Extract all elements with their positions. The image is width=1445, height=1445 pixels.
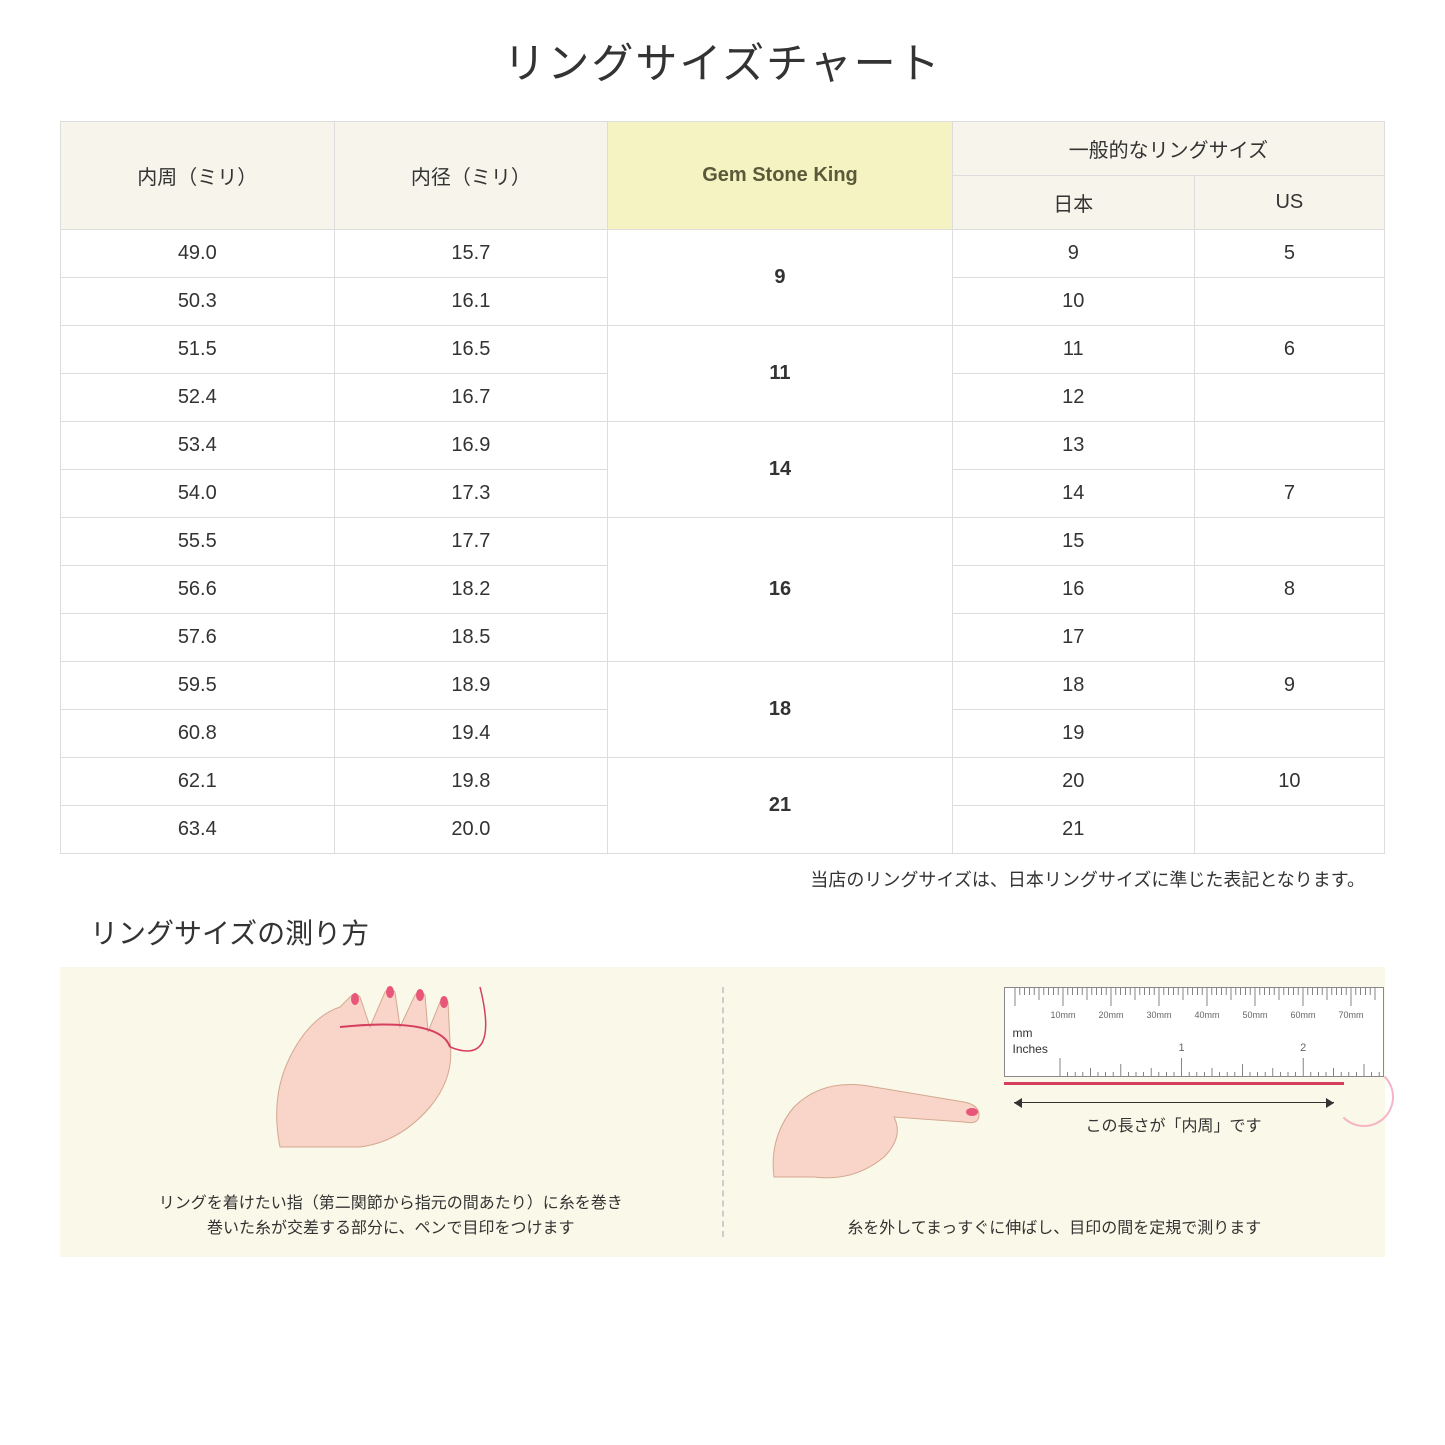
table-row: 55.517.71615: [61, 518, 1385, 566]
page-title: リングサイズチャート: [60, 30, 1385, 91]
cell-us: 7: [1194, 470, 1384, 518]
header-gsk: Gem Stone King: [608, 122, 953, 230]
cell-circumference: 52.4: [61, 374, 335, 422]
thread-line: [1004, 1082, 1344, 1085]
cell-circumference: 49.0: [61, 230, 335, 278]
cell-us: [1194, 518, 1384, 566]
svg-text:10mm: 10mm: [1050, 1010, 1075, 1020]
cell-japan: 11: [952, 326, 1194, 374]
svg-text:30mm: 30mm: [1146, 1010, 1171, 1020]
cell-japan: 16: [952, 566, 1194, 614]
cell-japan: 14: [952, 470, 1194, 518]
arrow-label: この長さが「内周」です: [1014, 1112, 1334, 1136]
cell-circumference: 53.4: [61, 422, 335, 470]
table-row: 53.416.91413: [61, 422, 1385, 470]
cell-us: 9: [1194, 662, 1384, 710]
cell-us: [1194, 806, 1384, 854]
cell-diameter: 17.7: [334, 518, 608, 566]
measure-arrow: [1014, 1102, 1334, 1103]
cell-us: [1194, 614, 1384, 662]
cell-japan: 10: [952, 278, 1194, 326]
cell-us: 5: [1194, 230, 1384, 278]
cell-japan: 13: [952, 422, 1194, 470]
cell-diameter: 16.1: [334, 278, 608, 326]
cell-diameter: 19.8: [334, 758, 608, 806]
cell-japan: 20: [952, 758, 1194, 806]
cell-diameter: 20.0: [334, 806, 608, 854]
size-chart-table: 内周（ミリ） 内径（ミリ） Gem Stone King 一般的なリングサイズ …: [60, 121, 1385, 854]
cell-gsk: 16: [608, 518, 953, 662]
svg-text:1: 1: [1178, 1042, 1184, 1054]
cell-circumference: 50.3: [61, 278, 335, 326]
howto-caption-left: リングを着けたい指（第二関節から指元の間あたり）に糸を巻き 巻いた糸が交差する部…: [60, 1191, 722, 1242]
cell-us: 10: [1194, 758, 1384, 806]
cell-us: [1194, 278, 1384, 326]
header-diameter: 内径（ミリ）: [334, 122, 608, 230]
ruler-label-mm: mm: [1013, 1026, 1033, 1040]
cell-japan: 18: [952, 662, 1194, 710]
hand-point-illustration: [764, 1047, 1004, 1187]
cell-japan: 21: [952, 806, 1194, 854]
howto-caption-right: 糸を外してまっすぐに伸ばし、目印の間を定規で測ります: [724, 1216, 1386, 1242]
cell-circumference: 51.5: [61, 326, 335, 374]
howto-panel-left: リングを着けたい指（第二関節から指元の間あたり）に糸を巻き 巻いた糸が交差する部…: [60, 967, 722, 1257]
table-row: 49.015.7995: [61, 230, 1385, 278]
svg-text:40mm: 40mm: [1194, 1010, 1219, 1020]
cell-us: 8: [1194, 566, 1384, 614]
cell-gsk: 14: [608, 422, 953, 518]
cell-circumference: 63.4: [61, 806, 335, 854]
cell-circumference: 57.6: [61, 614, 335, 662]
cell-us: [1194, 422, 1384, 470]
howto-panel-right: 10mm 20mm 30mm 40mm 50mm 60mm 70mm 1 2 mm Inches…: [724, 967, 1386, 1257]
cell-circumference: 62.1: [61, 758, 335, 806]
hand-wrap-illustration: [240, 977, 520, 1157]
svg-text:2: 2: [1300, 1042, 1306, 1054]
table-row: 51.516.511116: [61, 326, 1385, 374]
cell-diameter: 16.9: [334, 422, 608, 470]
table-row: 59.518.918189: [61, 662, 1385, 710]
cell-gsk: 9: [608, 230, 953, 326]
svg-text:70mm: 70mm: [1338, 1010, 1363, 1020]
cell-diameter: 15.7: [334, 230, 608, 278]
cell-diameter: 18.9: [334, 662, 608, 710]
table-note: 当店のリングサイズは、日本リングサイズに準じた表記となります。: [60, 866, 1385, 892]
header-circumference: 内周（ミリ）: [61, 122, 335, 230]
howto-title: リングサイズの測り方: [60, 912, 1385, 952]
cell-japan: 19: [952, 710, 1194, 758]
cell-diameter: 18.2: [334, 566, 608, 614]
header-japan: 日本: [952, 176, 1194, 230]
howto-section: リングを着けたい指（第二関節から指元の間あたり）に糸を巻き 巻いた糸が交差する部…: [60, 967, 1385, 1257]
cell-diameter: 18.5: [334, 614, 608, 662]
cell-us: [1194, 374, 1384, 422]
cell-circumference: 54.0: [61, 470, 335, 518]
cell-diameter: 19.4: [334, 710, 608, 758]
cell-diameter: 16.5: [334, 326, 608, 374]
cell-circumference: 59.5: [61, 662, 335, 710]
cell-gsk: 18: [608, 662, 953, 758]
svg-text:20mm: 20mm: [1098, 1010, 1123, 1020]
cell-circumference: 60.8: [61, 710, 335, 758]
header-us: US: [1194, 176, 1384, 230]
cell-gsk: 11: [608, 326, 953, 422]
table-row: 62.119.8212010: [61, 758, 1385, 806]
cell-japan: 17: [952, 614, 1194, 662]
ruler-label-in: Inches: [1013, 1042, 1048, 1056]
cell-diameter: 17.3: [334, 470, 608, 518]
cell-japan: 15: [952, 518, 1194, 566]
cell-us: [1194, 710, 1384, 758]
cell-japan: 12: [952, 374, 1194, 422]
header-general: 一般的なリングサイズ: [952, 122, 1384, 176]
svg-text:50mm: 50mm: [1242, 1010, 1267, 1020]
svg-text:60mm: 60mm: [1290, 1010, 1315, 1020]
thread-curl: [1334, 1067, 1394, 1127]
cell-circumference: 56.6: [61, 566, 335, 614]
ruler-illustration: 10mm 20mm 30mm 40mm 50mm 60mm 70mm 1 2 mm Inches: [1004, 987, 1384, 1077]
cell-diameter: 16.7: [334, 374, 608, 422]
cell-japan: 9: [952, 230, 1194, 278]
cell-gsk: 21: [608, 758, 953, 854]
cell-us: 6: [1194, 326, 1384, 374]
cell-circumference: 55.5: [61, 518, 335, 566]
